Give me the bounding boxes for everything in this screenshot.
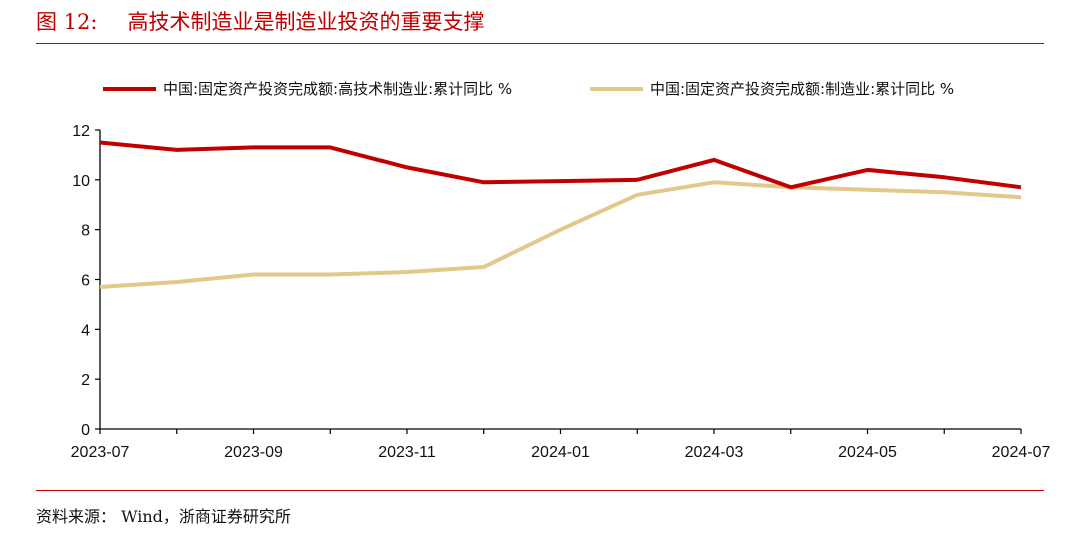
y-tick-label: 4 bbox=[81, 322, 90, 339]
y-tick-label: 12 bbox=[72, 123, 90, 140]
x-tick-label: 2024-05 bbox=[838, 444, 897, 461]
y-tick-label: 2 bbox=[81, 372, 90, 389]
x-axis-ticks: 2023-07 2023-09 2023-11 2024-01 2024-03 2024-… bbox=[71, 429, 1051, 461]
y-tick-label: 8 bbox=[81, 223, 90, 240]
title-divider bbox=[36, 43, 1044, 44]
x-tick-label: 2024-01 bbox=[531, 444, 590, 461]
y-tick-label: 6 bbox=[81, 273, 90, 290]
legend-label-high-tech: 中国:固定资产投资完成额:高技术制造业:累计同比 % bbox=[163, 80, 512, 98]
y-axis-ticks: 0 2 4 6 8 10 12 bbox=[72, 123, 100, 439]
series-line-high-tech bbox=[99, 140, 1022, 190]
y-tick-label: 10 bbox=[72, 173, 90, 190]
figure-number: 图 12: bbox=[36, 10, 98, 34]
x-tick-label: 2023-07 bbox=[71, 444, 130, 461]
chart-legend: 中国:固定资产投资完成额:高技术制造业:累计同比 % 中国:固定资产投资完成额:… bbox=[103, 80, 954, 98]
figure-title-text: 高技术制造业是制造业投资的重要支撑 bbox=[127, 10, 485, 34]
x-tick-label: 2023-11 bbox=[378, 444, 436, 461]
chart-axes bbox=[99, 130, 1021, 430]
x-tick-label: 2024-03 bbox=[685, 444, 744, 461]
source-note: 资料来源： Wind，浙商证券研究所 bbox=[36, 507, 291, 526]
plot-area bbox=[99, 140, 1022, 289]
x-tick-label: 2024-07 bbox=[992, 444, 1051, 461]
x-tick-label: 2023-09 bbox=[224, 444, 283, 461]
figure-title: 图 12: 高技术制造业是制造业投资的重要支撑 bbox=[36, 6, 484, 36]
footer-divider bbox=[36, 490, 1044, 491]
line-chart: 中国:固定资产投资完成额:高技术制造业:累计同比 % 中国:固定资产投资完成额:… bbox=[71, 80, 1051, 461]
y-tick-label: 0 bbox=[81, 422, 90, 439]
legend-label-manufacturing: 中国:固定资产投资完成额:制造业:累计同比 % bbox=[650, 80, 954, 98]
series-line-manufacturing bbox=[99, 180, 1022, 289]
